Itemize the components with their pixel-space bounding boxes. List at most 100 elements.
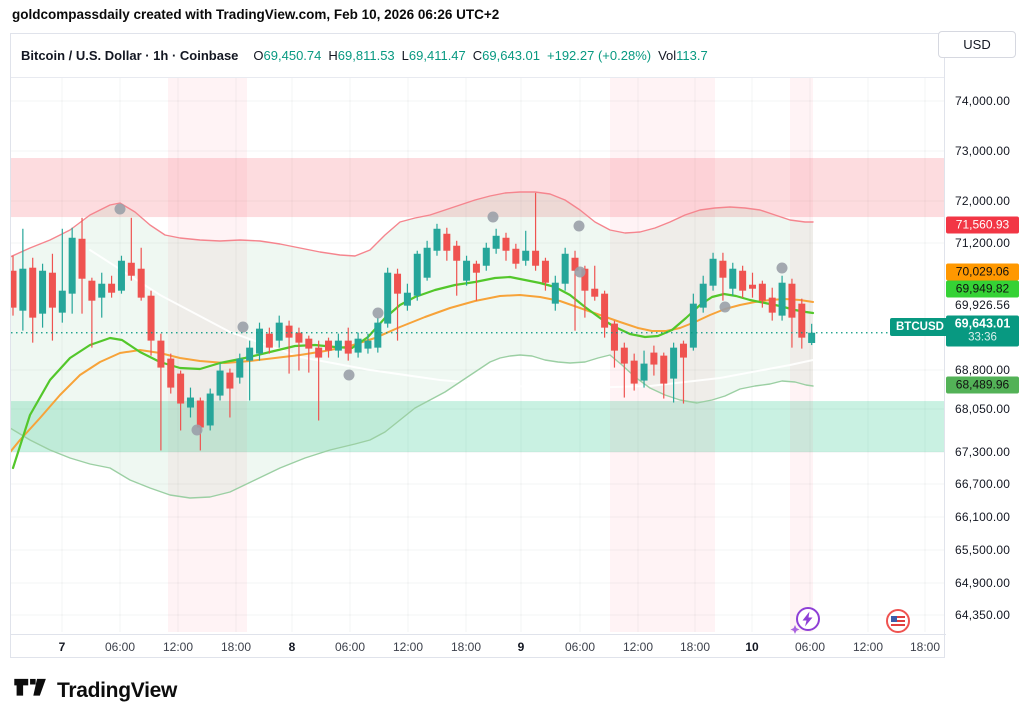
time-axis-label: 06:00 <box>794 640 826 654</box>
candle-body <box>216 370 224 396</box>
pivot-marker-dot <box>719 301 731 313</box>
tradingview-logo-mark <box>14 678 46 696</box>
candle-body <box>719 260 727 278</box>
low-value: 69,411.47 <box>408 48 466 63</box>
candle-body <box>532 250 540 266</box>
time-axis[interactable]: 7 06:00 12:00 18:00 8 06:00 12:00 18:00 9 06:00 12… <box>10 634 946 658</box>
time-axis-label: 12:00 <box>852 640 884 654</box>
pivot-marker-dot <box>574 266 586 278</box>
candle-body <box>88 280 96 301</box>
candle-body <box>186 397 194 408</box>
price-axis-label: 72,000.00 <box>955 194 1011 208</box>
candle-body <box>285 325 293 338</box>
last-price-badge: 69,643.01 33:36 <box>946 315 1019 347</box>
candle-body <box>591 288 599 297</box>
currency-usd-button[interactable]: USD <box>938 31 1016 58</box>
candle-body <box>660 355 668 384</box>
candle-body <box>39 270 47 314</box>
time-axis-day-label: 9 <box>517 640 525 654</box>
pivot-marker-dot <box>487 211 499 223</box>
candle-body <box>601 293 609 328</box>
candle-body <box>768 297 776 313</box>
support-zone <box>11 401 944 453</box>
candle-body <box>413 253 421 296</box>
candle-body <box>670 347 678 379</box>
tradingview-logo-text: TradingView <box>57 679 178 702</box>
pivot-marker-dot <box>776 262 788 274</box>
candle-body <box>650 352 658 365</box>
lightning-event-icon[interactable] <box>789 605 823 642</box>
candle-body <box>98 283 106 298</box>
price-badge-lime: 69,949.82 <box>946 280 1019 298</box>
time-axis-label: 18:00 <box>679 640 711 654</box>
price-axis-label: 74,000.00 <box>955 94 1011 108</box>
candle-body <box>561 253 569 284</box>
candle-body <box>374 322 382 348</box>
session-highlight-band <box>168 78 247 632</box>
price-axis-label: 73,000.00 <box>955 144 1011 158</box>
symbol-title[interactable]: Bitcoin / U.S. Dollar · 1h · Coinbase <box>21 48 239 63</box>
candle-body <box>502 237 510 251</box>
price-axis[interactable]: 74,000.00 73,000.00 72,000.00 71,560.93 71,2… <box>946 78 1024 634</box>
symbol-info-bar[interactable]: Bitcoin / U.S. Dollar · 1h · Coinbase O … <box>11 34 944 78</box>
high-label: H <box>328 48 338 63</box>
close-value: 69,643.01 <box>482 48 540 63</box>
tradingview-logo[interactable]: TradingView <box>14 678 177 704</box>
candle-body <box>472 263 480 273</box>
time-axis-label: 18:00 <box>909 640 941 654</box>
candle-body <box>423 247 431 278</box>
volume-label: Vol <box>658 48 677 63</box>
candle-body <box>749 284 756 289</box>
time-axis-label: 12:00 <box>622 640 654 654</box>
pivot-marker-dot <box>237 321 249 333</box>
candle-body <box>433 228 441 251</box>
candle-body <box>620 347 628 364</box>
time-axis-label: 12:00 <box>392 640 424 654</box>
price-axis-label: 64,900.00 <box>955 576 1011 590</box>
pivot-marker-dot <box>191 424 203 436</box>
high-value: 69,811.53 <box>337 48 395 63</box>
price-axis-label: 64,350.00 <box>955 608 1011 622</box>
time-axis-label: 06:00 <box>564 640 596 654</box>
price-badge-orange: 70,029.06 <box>946 263 1019 281</box>
candle-body <box>177 373 185 404</box>
candle-body <box>640 363 648 381</box>
time-axis-label: 18:00 <box>450 640 482 654</box>
candle-body <box>354 338 362 353</box>
candle-body <box>334 340 342 351</box>
chart-pane <box>11 78 944 632</box>
price-axis-label: 65,500.00 <box>955 543 1011 557</box>
candle-body <box>325 340 333 351</box>
price-axis-label: 68,800.00 <box>955 363 1011 377</box>
candle-body <box>167 358 175 388</box>
candle-body <box>443 233 451 251</box>
time-axis-label: 06:00 <box>104 640 136 654</box>
time-axis-label: 12:00 <box>162 640 194 654</box>
session-highlight-band <box>790 78 813 632</box>
candle-body <box>305 338 313 349</box>
price-badge-red: 71,560.93 <box>946 216 1019 234</box>
candle-body <box>463 260 471 281</box>
candle-body <box>551 282 559 304</box>
time-axis-day-label: 8 <box>288 640 296 654</box>
price-badge-green: 68,489.96 <box>946 376 1019 394</box>
candle-body <box>11 270 17 308</box>
candle-body <box>19 268 27 311</box>
candle-body <box>699 283 707 308</box>
candle-body <box>394 273 402 294</box>
price-axis-label: 67,300.00 <box>955 445 1011 459</box>
us-flag-event-icon[interactable] <box>884 607 912 640</box>
candle-body <box>492 235 500 249</box>
time-axis-day-label: 7 <box>58 640 66 654</box>
candle-body <box>275 322 283 341</box>
price-axis-label: 68,050.00 <box>955 402 1011 416</box>
candle-body <box>344 340 352 354</box>
change-value: +192.27 (+0.28%) <box>547 48 652 63</box>
candle-body <box>729 268 737 289</box>
attribution-text: goldcompassdaily created with TradingVie… <box>12 7 500 22</box>
low-label: L <box>401 48 409 63</box>
candle-body <box>798 303 806 338</box>
time-axis-label: 18:00 <box>220 640 252 654</box>
price-axis-label: 71,200.00 <box>955 236 1011 250</box>
